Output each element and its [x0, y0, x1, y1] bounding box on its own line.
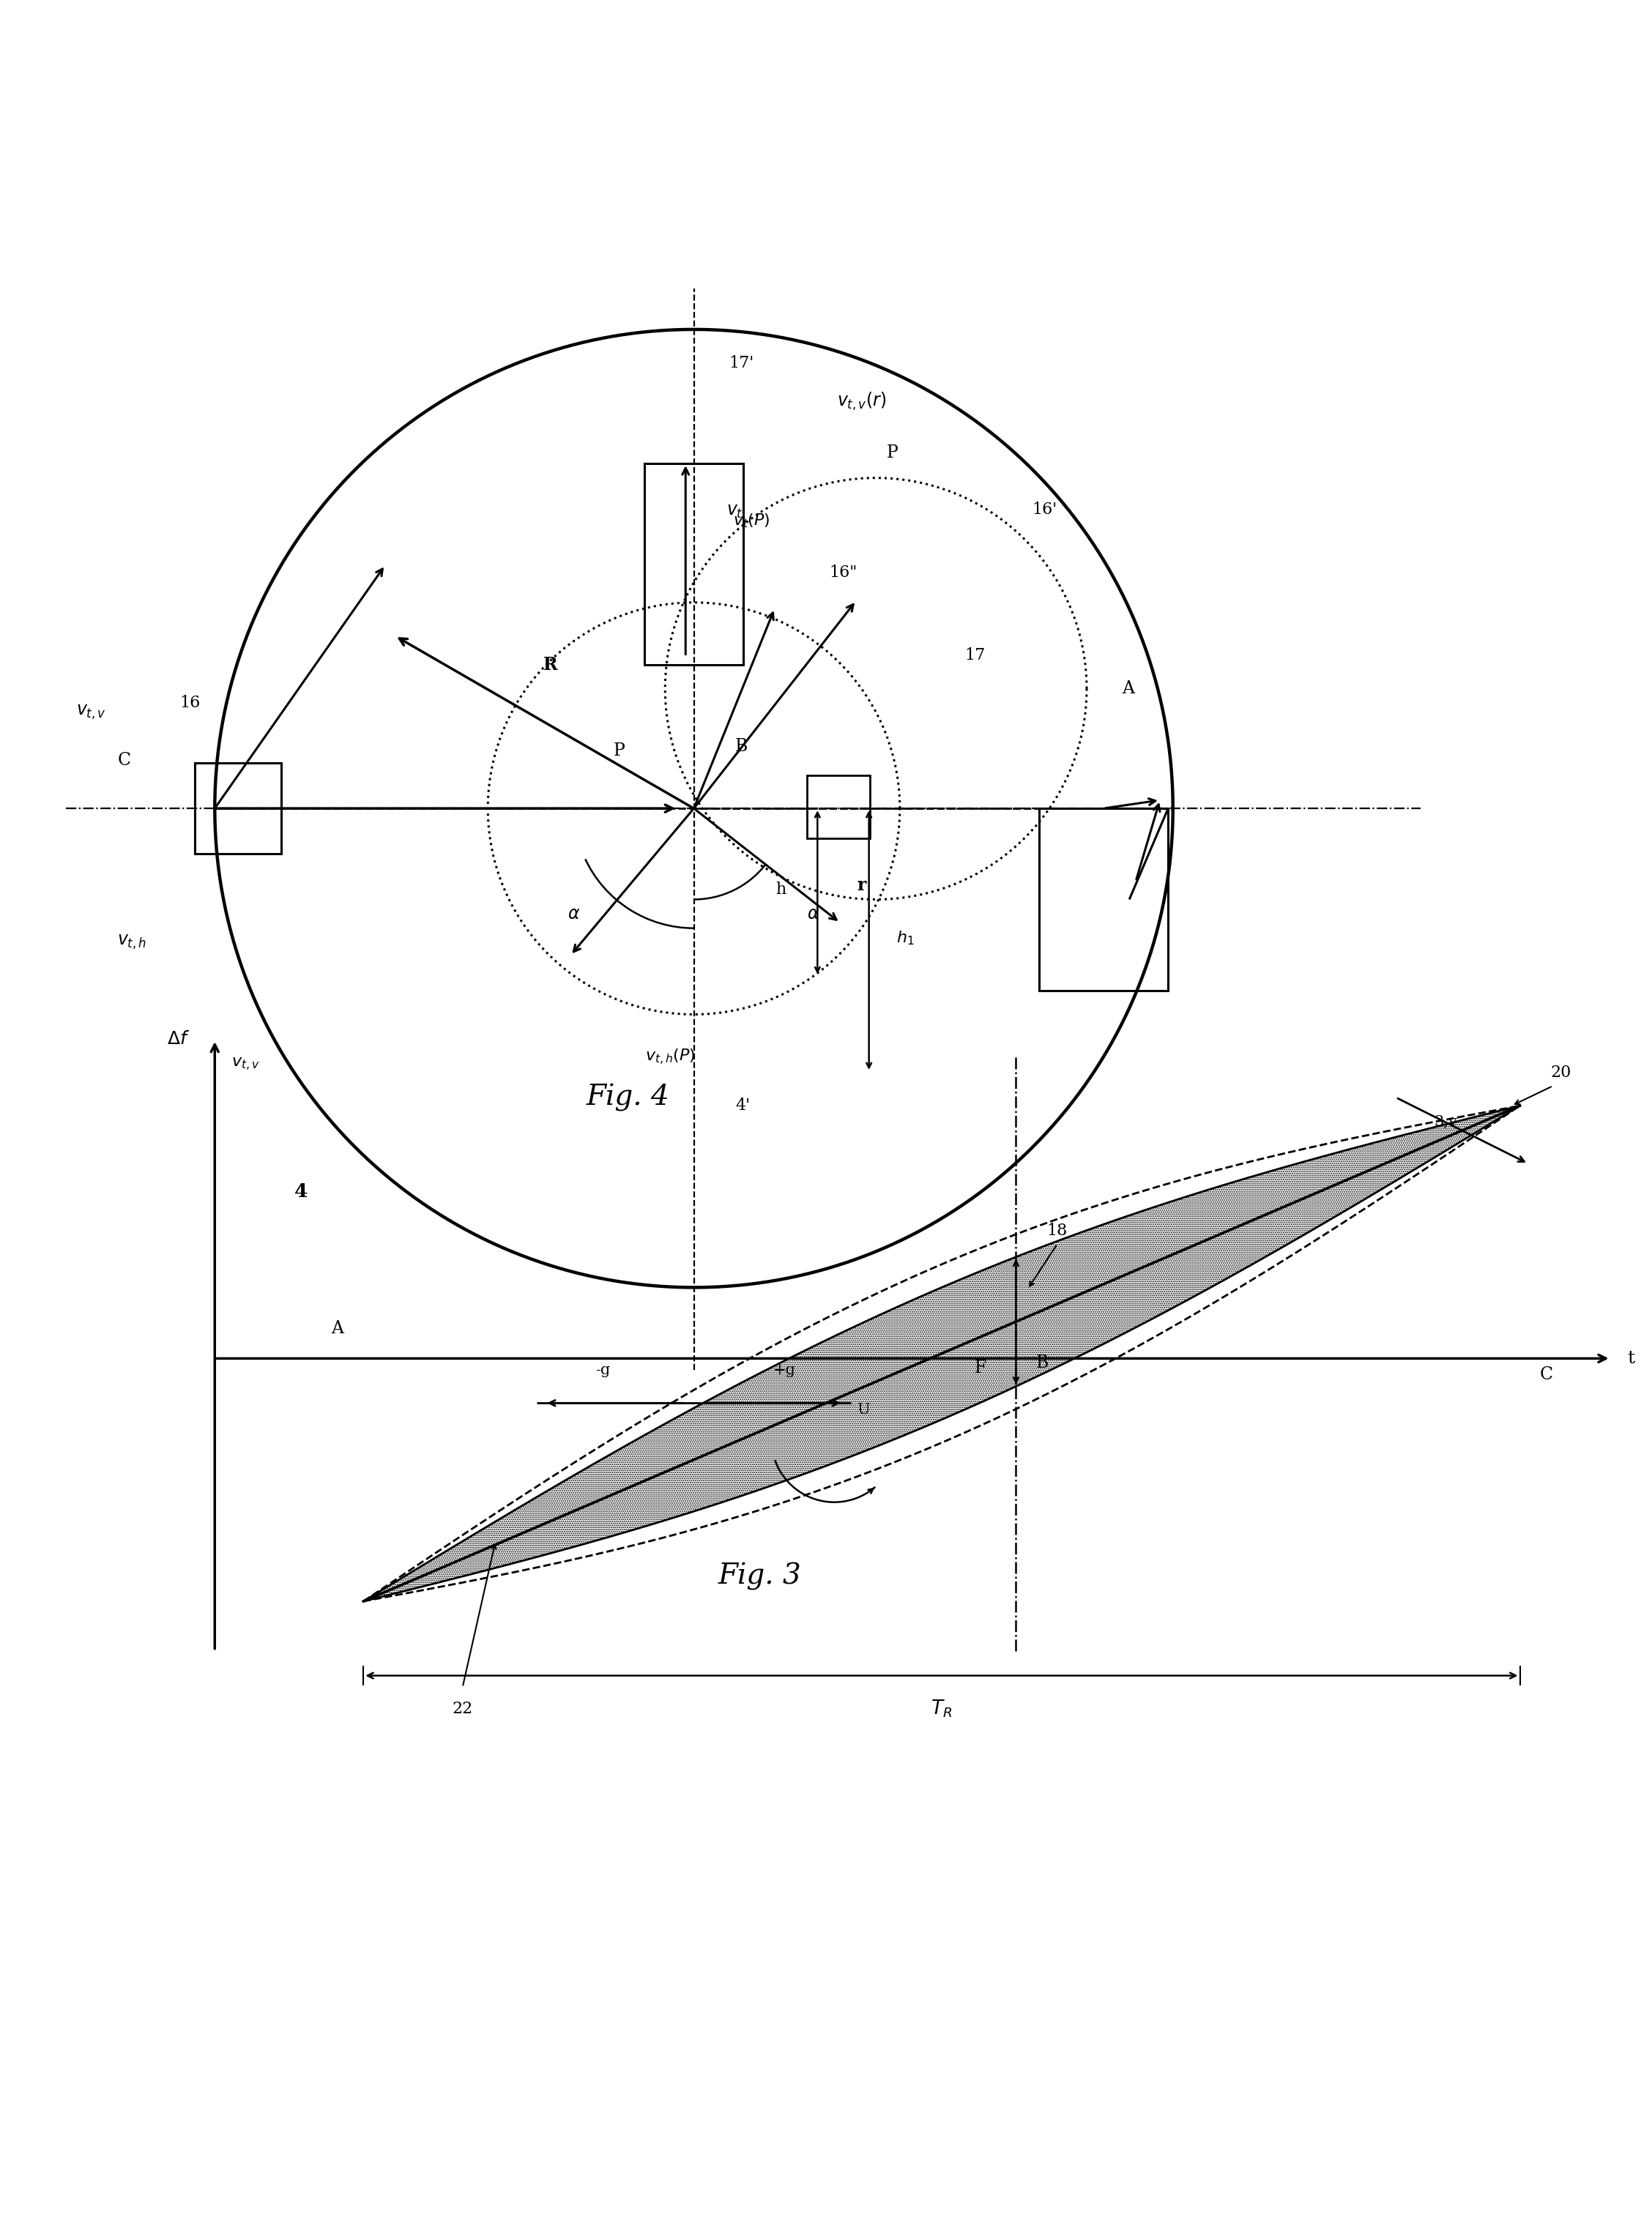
Text: C: C: [117, 753, 131, 769]
Text: F: F: [975, 1359, 986, 1377]
Text: t: t: [1627, 1350, 1634, 1368]
Text: 20: 20: [1551, 1065, 1571, 1081]
Text: $v_{t,v}(r)$: $v_{t,v}(r)$: [838, 390, 885, 412]
Text: -g: -g: [596, 1364, 610, 1377]
Text: r: r: [857, 876, 866, 893]
Text: Fig. 4: Fig. 4: [586, 1083, 669, 1112]
Text: $\alpha$: $\alpha$: [808, 905, 819, 922]
Text: 22: 22: [453, 1700, 472, 1718]
Text: P: P: [613, 742, 626, 760]
Bar: [195, 762, 281, 853]
Text: U: U: [857, 1404, 871, 1417]
Text: R: R: [544, 655, 557, 673]
Text: A: A: [330, 1321, 344, 1337]
Text: 3,v: 3,v: [1434, 1116, 1457, 1130]
Text: +g: +g: [773, 1364, 796, 1377]
Text: 4': 4': [735, 1098, 750, 1114]
Text: 4: 4: [294, 1183, 307, 1201]
Text: $v_t(P)$: $v_t(P)$: [733, 512, 770, 530]
Bar: [1039, 809, 1168, 991]
Text: h: h: [776, 882, 786, 898]
Text: Fig. 3: Fig. 3: [719, 1562, 801, 1591]
Text: $v_{t,v}$: $v_{t,v}$: [76, 704, 106, 722]
Text: $v_t$: $v_t$: [727, 504, 743, 519]
Text: $T_R$: $T_R$: [932, 1698, 952, 1720]
Text: $v_{t,h}(P)$: $v_{t,h}(P)$: [644, 1047, 695, 1067]
Text: 17': 17': [729, 354, 755, 372]
Bar: [644, 463, 743, 664]
Text: $v_{t,h}$: $v_{t,h}$: [117, 934, 147, 951]
Text: $\Delta f$: $\Delta f$: [167, 1032, 190, 1047]
Text: 16": 16": [829, 564, 857, 582]
Text: $h_1$: $h_1$: [897, 929, 914, 947]
Text: 16': 16': [1032, 501, 1057, 517]
Text: A: A: [1122, 680, 1135, 697]
Text: C: C: [1540, 1366, 1553, 1384]
Text: 18: 18: [1047, 1223, 1067, 1239]
Text: $v_{t,v}$: $v_{t,v}$: [231, 1056, 259, 1072]
Text: 16: 16: [180, 695, 200, 711]
Text: B: B: [1036, 1355, 1049, 1372]
Bar: [808, 775, 871, 838]
Text: $\alpha$: $\alpha$: [568, 905, 580, 922]
Text: B: B: [735, 737, 748, 755]
Text: P: P: [887, 446, 899, 461]
Text: 17: 17: [965, 648, 985, 664]
